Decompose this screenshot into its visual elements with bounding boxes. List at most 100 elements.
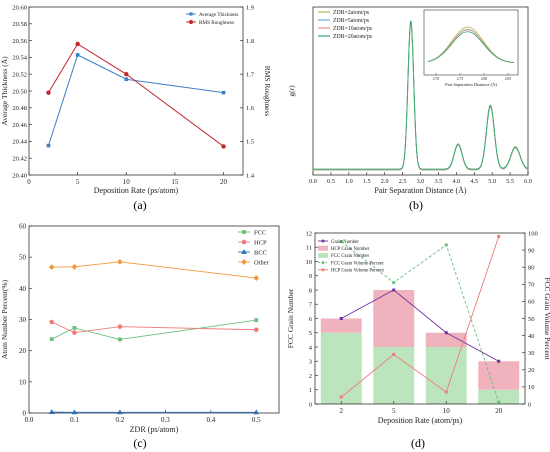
panel-a-y2-tick-label: 1.7 — [246, 72, 255, 79]
panel-d-y-tick-label: 9 — [309, 273, 312, 280]
panel-d-data-point — [392, 352, 396, 356]
panel-c-y-tick-label: 40 — [19, 285, 27, 293]
panel-a-x-tick-label: 5 — [76, 178, 80, 186]
panel-c-data-point — [117, 258, 123, 265]
panel-a-series-line — [48, 43, 224, 147]
panel-b-x-tick-label: 4.0 — [452, 178, 460, 185]
panel-a-data-point — [75, 41, 80, 47]
panel-b-chart: 0.0 0.5 1.0 1.5 2.0 2.5 3.0 3.5 4.0 4.5 5.0 5.5 6.0 P… — [287, 6, 532, 195]
panel-d-data-point — [444, 243, 448, 247]
panel-c-data-point — [49, 337, 54, 342]
panel-b-x-tick-label: 3.0 — [417, 178, 425, 185]
panel-d-hcp-bar — [373, 290, 415, 347]
panel-d-y2-tick-label: 50 — [528, 316, 535, 323]
panel-a-legend-label: Average Thickness — [199, 12, 238, 18]
panel-d-data-point — [339, 395, 343, 399]
panel-a-y2-tick-label: 1.6 — [246, 105, 255, 112]
panel-d-x-tick-label: 2 — [340, 407, 344, 415]
panel-c-data-point — [253, 409, 260, 415]
panel-b-legend-label: ZDR=2atom/ps — [333, 10, 370, 16]
panel-c-y-tick-label: 10 — [19, 378, 27, 386]
panel-d-y-tick-label: 0 — [309, 401, 312, 408]
panel-c-x-tick-label: 0.2 — [116, 416, 125, 424]
panel-c-plot-frame — [28, 225, 280, 414]
panel-d-data-point — [497, 234, 501, 238]
panel-d-data-point — [392, 281, 396, 285]
panel-b-x-tick-label: 4.5 — [470, 178, 478, 185]
panel-b-legend-label: ZDR=20atom/ps — [333, 34, 373, 40]
panel-a-data-point — [124, 72, 129, 77]
panel-c-data-point — [253, 327, 259, 333]
panel-a-y-tick-label: 20.42 — [12, 156, 27, 163]
panel-d-fcc-bar — [478, 389, 520, 404]
panel-c-y-axis-label: Atom Number Percent(%) — [0, 279, 9, 359]
panel-a-y-tick-label: 20.52 — [12, 72, 27, 79]
panel-d-y-tick-label: 11 — [306, 245, 312, 252]
panel-d-fcc-bar — [373, 347, 415, 404]
panel-d-y2-tick-label: 60 — [528, 299, 535, 306]
panel-a-y-tick-label: 20.48 — [12, 105, 27, 112]
panel-a-legend-marker — [189, 20, 193, 24]
panel-a-chart: 0 5 10 15 20 20.40 20.42 20.44 20.46 20.48 20.50 20… — [0, 4, 272, 195]
panel-d-legend-swatch — [318, 245, 328, 251]
panel-c-legend-label: FCC — [254, 230, 266, 237]
panel-c-legend-marker — [241, 259, 247, 265]
panel-d-x-tick-label: 20 — [495, 407, 503, 415]
panel-c-legend-label: Other — [254, 260, 270, 267]
panel-b-caption: (b) — [409, 198, 423, 212]
panel-a-data-point — [124, 77, 129, 82]
panel-b-x-tick-label: 6.0 — [524, 178, 532, 185]
panel-d-legend-swatch — [318, 252, 328, 258]
panel-d-legend-marker — [321, 268, 325, 272]
panel-d-y2-tick-label: 40 — [528, 333, 535, 340]
panel-b-x-axis-label: Pair Separation Distance (Å) — [374, 186, 467, 195]
panel-b-x-tick-label: 1.0 — [345, 178, 353, 185]
panel-a-x-axis-label: Deposition Rate (ps/atom) — [94, 186, 179, 195]
panel-b-x-tick-label: 5.0 — [488, 178, 496, 185]
panel-b-inset-frame — [423, 9, 519, 76]
panel-c-x-tick-label: 0.3 — [161, 416, 170, 424]
panel-c-series-line — [51, 321, 257, 334]
panel-c-data-point — [72, 326, 77, 330]
panel-c-data-point — [71, 263, 78, 270]
panel-d-y2-tick-label: 90 — [528, 247, 535, 254]
panel-b-x-tick-label: 5.5 — [506, 178, 514, 185]
panel-d-data-point — [339, 240, 343, 244]
panel-b-x-tick-label: 3.5 — [435, 178, 443, 185]
panel-b-x-tick-label: 2.0 — [381, 178, 389, 185]
panel-d-y2-tick-label: 0 — [528, 401, 531, 408]
panel-a-legend-label: RMS Roughness — [199, 20, 234, 26]
panel-d-y-tick-label: 2 — [309, 373, 312, 380]
panel-a-y-tick-label: 20.54 — [12, 55, 27, 62]
panel-d-y2-tick-label: 70 — [528, 282, 535, 289]
panel-d-y-tick-label: 5 — [309, 330, 312, 337]
panel-d-caption: (d) — [411, 436, 425, 450]
panel-c-chart: 0.0 0.1 0.2 0.3 0.4 0.5 0 10 20 30 40 50 60 ZDR (ps/a… — [0, 223, 280, 434]
panel-a-y-tick-label: 20.40 — [12, 172, 27, 179]
panel-d-x-tick-label: 5 — [392, 407, 396, 415]
panel-d-x-tick-label: 10 — [443, 407, 451, 415]
panel-a-y-tick-label: 20.56 — [12, 38, 27, 45]
panel-a-y2-axis-label: RMS Roughness — [263, 66, 272, 117]
panel-d-y2-tick-label: 80 — [528, 265, 535, 272]
panel-c-data-point — [117, 409, 123, 415]
panel-d-y-tick-label: 4 — [309, 344, 313, 351]
panel-d-hcp-bar — [320, 318, 362, 333]
panel-c-y-tick-label: 30 — [19, 316, 27, 324]
panel-d-legend-label: Grain Number — [331, 240, 359, 245]
panel-b-inset-line — [427, 31, 515, 63]
panel-a-y-tick-label: 20.46 — [12, 122, 27, 129]
panel-a-y2-tick-label: 1.5 — [246, 139, 254, 146]
panel-d-y-tick-label: 1 — [309, 387, 312, 394]
panel-d-y2-tick-label: 20 — [528, 367, 535, 374]
panel-d-x-axis-label: Deposition Rate (atom/ps) — [378, 416, 463, 425]
panel-d-y2-tick-label: 10 — [528, 384, 535, 391]
panel-a-data-point — [221, 144, 226, 149]
panel-b-x-tick-label: 1.5 — [363, 178, 371, 185]
panel-d-legend-label: HCP Grain Number — [331, 247, 370, 252]
panel-b-inset-tick-label: 2.85 — [505, 77, 511, 81]
panel-a-caption: (a) — [133, 198, 146, 212]
panel-b-inset-x-label: Pair Separation Distance (Å) — [445, 82, 497, 87]
panel-a-y-tick-label: 20.60 — [12, 4, 27, 11]
